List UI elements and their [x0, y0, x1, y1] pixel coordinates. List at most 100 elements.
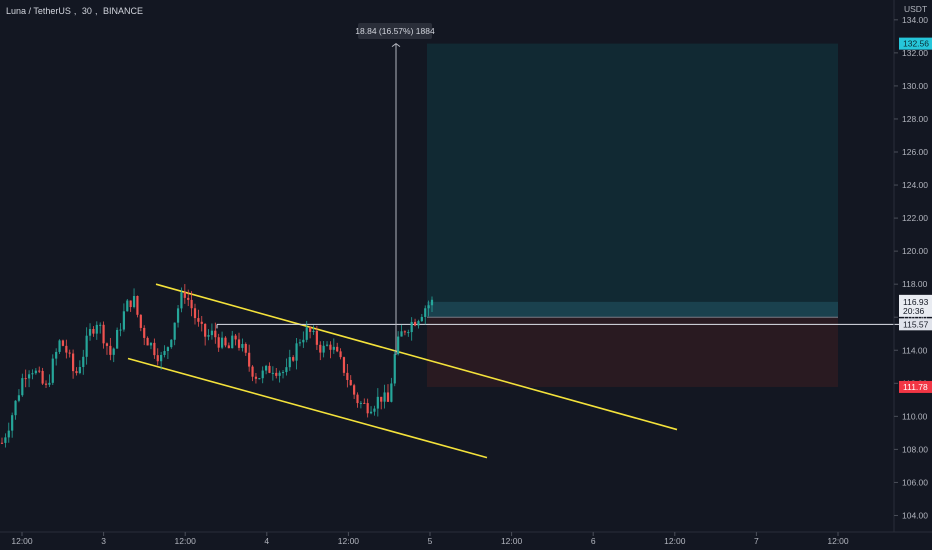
- level-price-tag-box[interactable]: [899, 318, 932, 331]
- candle[interactable]: [17, 389, 21, 403]
- candle[interactable]: [244, 342, 247, 356]
- candle[interactable]: [11, 412, 14, 438]
- candle[interactable]: [420, 313, 423, 323]
- candle[interactable]: [61, 339, 65, 347]
- candle[interactable]: [51, 354, 54, 385]
- candle[interactable]: [261, 366, 264, 384]
- price-axis[interactable]: USDT 134.00 132.00 130.00 128.00 126.00 124.0…: [894, 4, 928, 520]
- candle[interactable]: [376, 388, 379, 417]
- current-price-tag-box[interactable]: [899, 294, 932, 317]
- channel-lower-line[interactable]: [127, 357, 488, 459]
- candle[interactable]: [82, 349, 85, 375]
- candle[interactable]: [105, 342, 109, 355]
- measure-label-box[interactable]: [358, 23, 432, 39]
- candle[interactable]: [424, 305, 427, 325]
- candle[interactable]: [390, 377, 393, 403]
- candle[interactable]: [38, 366, 41, 374]
- candle[interactable]: [112, 347, 115, 363]
- candle[interactable]: [278, 370, 281, 383]
- candle[interactable]: [0, 437, 4, 444]
- candle[interactable]: [139, 314, 142, 332]
- candle[interactable]: [183, 284, 186, 304]
- candle[interactable]: [397, 331, 400, 356]
- candle[interactable]: [349, 375, 352, 386]
- candle[interactable]: [248, 344, 251, 372]
- candle[interactable]: [407, 329, 410, 337]
- candle[interactable]: [363, 398, 366, 404]
- candle[interactable]: [339, 348, 342, 360]
- candle[interactable]: [383, 384, 386, 409]
- profit-zone[interactable]: [427, 43, 838, 318]
- candle[interactable]: [207, 329, 210, 341]
- candle[interactable]: [143, 325, 146, 346]
- candle[interactable]: [312, 325, 315, 335]
- candle[interactable]: [153, 338, 156, 359]
- candle[interactable]: [72, 349, 75, 379]
- candle[interactable]: [156, 348, 159, 366]
- channel-upper-line[interactable]: [155, 283, 678, 431]
- candle[interactable]: [380, 396, 383, 410]
- candle[interactable]: [48, 374, 51, 387]
- candle[interactable]: [264, 364, 268, 375]
- candle[interactable]: [126, 298, 129, 312]
- candle[interactable]: [44, 380, 48, 388]
- candle[interactable]: [288, 349, 291, 371]
- candle[interactable]: [122, 303, 125, 332]
- candle[interactable]: [173, 322, 176, 346]
- candle[interactable]: [102, 321, 105, 349]
- candle[interactable]: [55, 348, 58, 366]
- candle[interactable]: [99, 322, 102, 334]
- candle[interactable]: [65, 339, 68, 359]
- candle[interactable]: [7, 422, 10, 443]
- candle[interactable]: [180, 287, 183, 313]
- candle[interactable]: [31, 369, 34, 380]
- candle[interactable]: [176, 304, 180, 328]
- candle[interactable]: [109, 337, 112, 361]
- candle[interactable]: [187, 289, 190, 307]
- candle[interactable]: [241, 338, 244, 352]
- candle[interactable]: [322, 340, 325, 358]
- candle[interactable]: [204, 323, 207, 346]
- candle[interactable]: [329, 341, 332, 359]
- candle[interactable]: [214, 322, 217, 344]
- candle[interactable]: [302, 331, 305, 348]
- candle[interactable]: [366, 398, 369, 418]
- candle[interactable]: [227, 342, 230, 349]
- candle[interactable]: [234, 333, 237, 346]
- candle[interactable]: [281, 369, 285, 379]
- candle[interactable]: [116, 327, 119, 349]
- candle[interactable]: [4, 433, 7, 448]
- candle[interactable]: [136, 295, 139, 318]
- candle[interactable]: [336, 342, 339, 353]
- candle[interactable]: [21, 373, 24, 397]
- candle[interactable]: [163, 345, 166, 358]
- target-price-tag-box[interactable]: [899, 37, 932, 50]
- candle[interactable]: [34, 368, 37, 375]
- candle[interactable]: [75, 367, 78, 376]
- candle[interactable]: [417, 319, 420, 329]
- candle[interactable]: [427, 300, 430, 317]
- candle[interactable]: [413, 318, 417, 327]
- candle[interactable]: [119, 323, 122, 337]
- candle[interactable]: [305, 320, 308, 343]
- candle[interactable]: [92, 326, 95, 337]
- candle[interactable]: [275, 367, 278, 379]
- candle[interactable]: [369, 406, 373, 415]
- candle[interactable]: [251, 365, 254, 382]
- interval-label[interactable]: 30: [81, 6, 92, 16]
- candle[interactable]: [332, 338, 335, 354]
- time-axis[interactable]: 12:00 3 12:00 4 12:00 5 12:00 6 12:00 7 12:00: [11, 532, 849, 546]
- candle[interactable]: [268, 362, 271, 374]
- candle[interactable]: [271, 366, 274, 381]
- candle[interactable]: [285, 358, 288, 376]
- candle[interactable]: [146, 336, 149, 346]
- candle[interactable]: [224, 336, 227, 348]
- candle[interactable]: [315, 325, 318, 350]
- candle[interactable]: [78, 360, 81, 375]
- candle[interactable]: [14, 400, 17, 420]
- candle[interactable]: [200, 315, 203, 332]
- candle[interactable]: [373, 405, 376, 416]
- candle[interactable]: [193, 303, 197, 325]
- candle[interactable]: [217, 333, 220, 352]
